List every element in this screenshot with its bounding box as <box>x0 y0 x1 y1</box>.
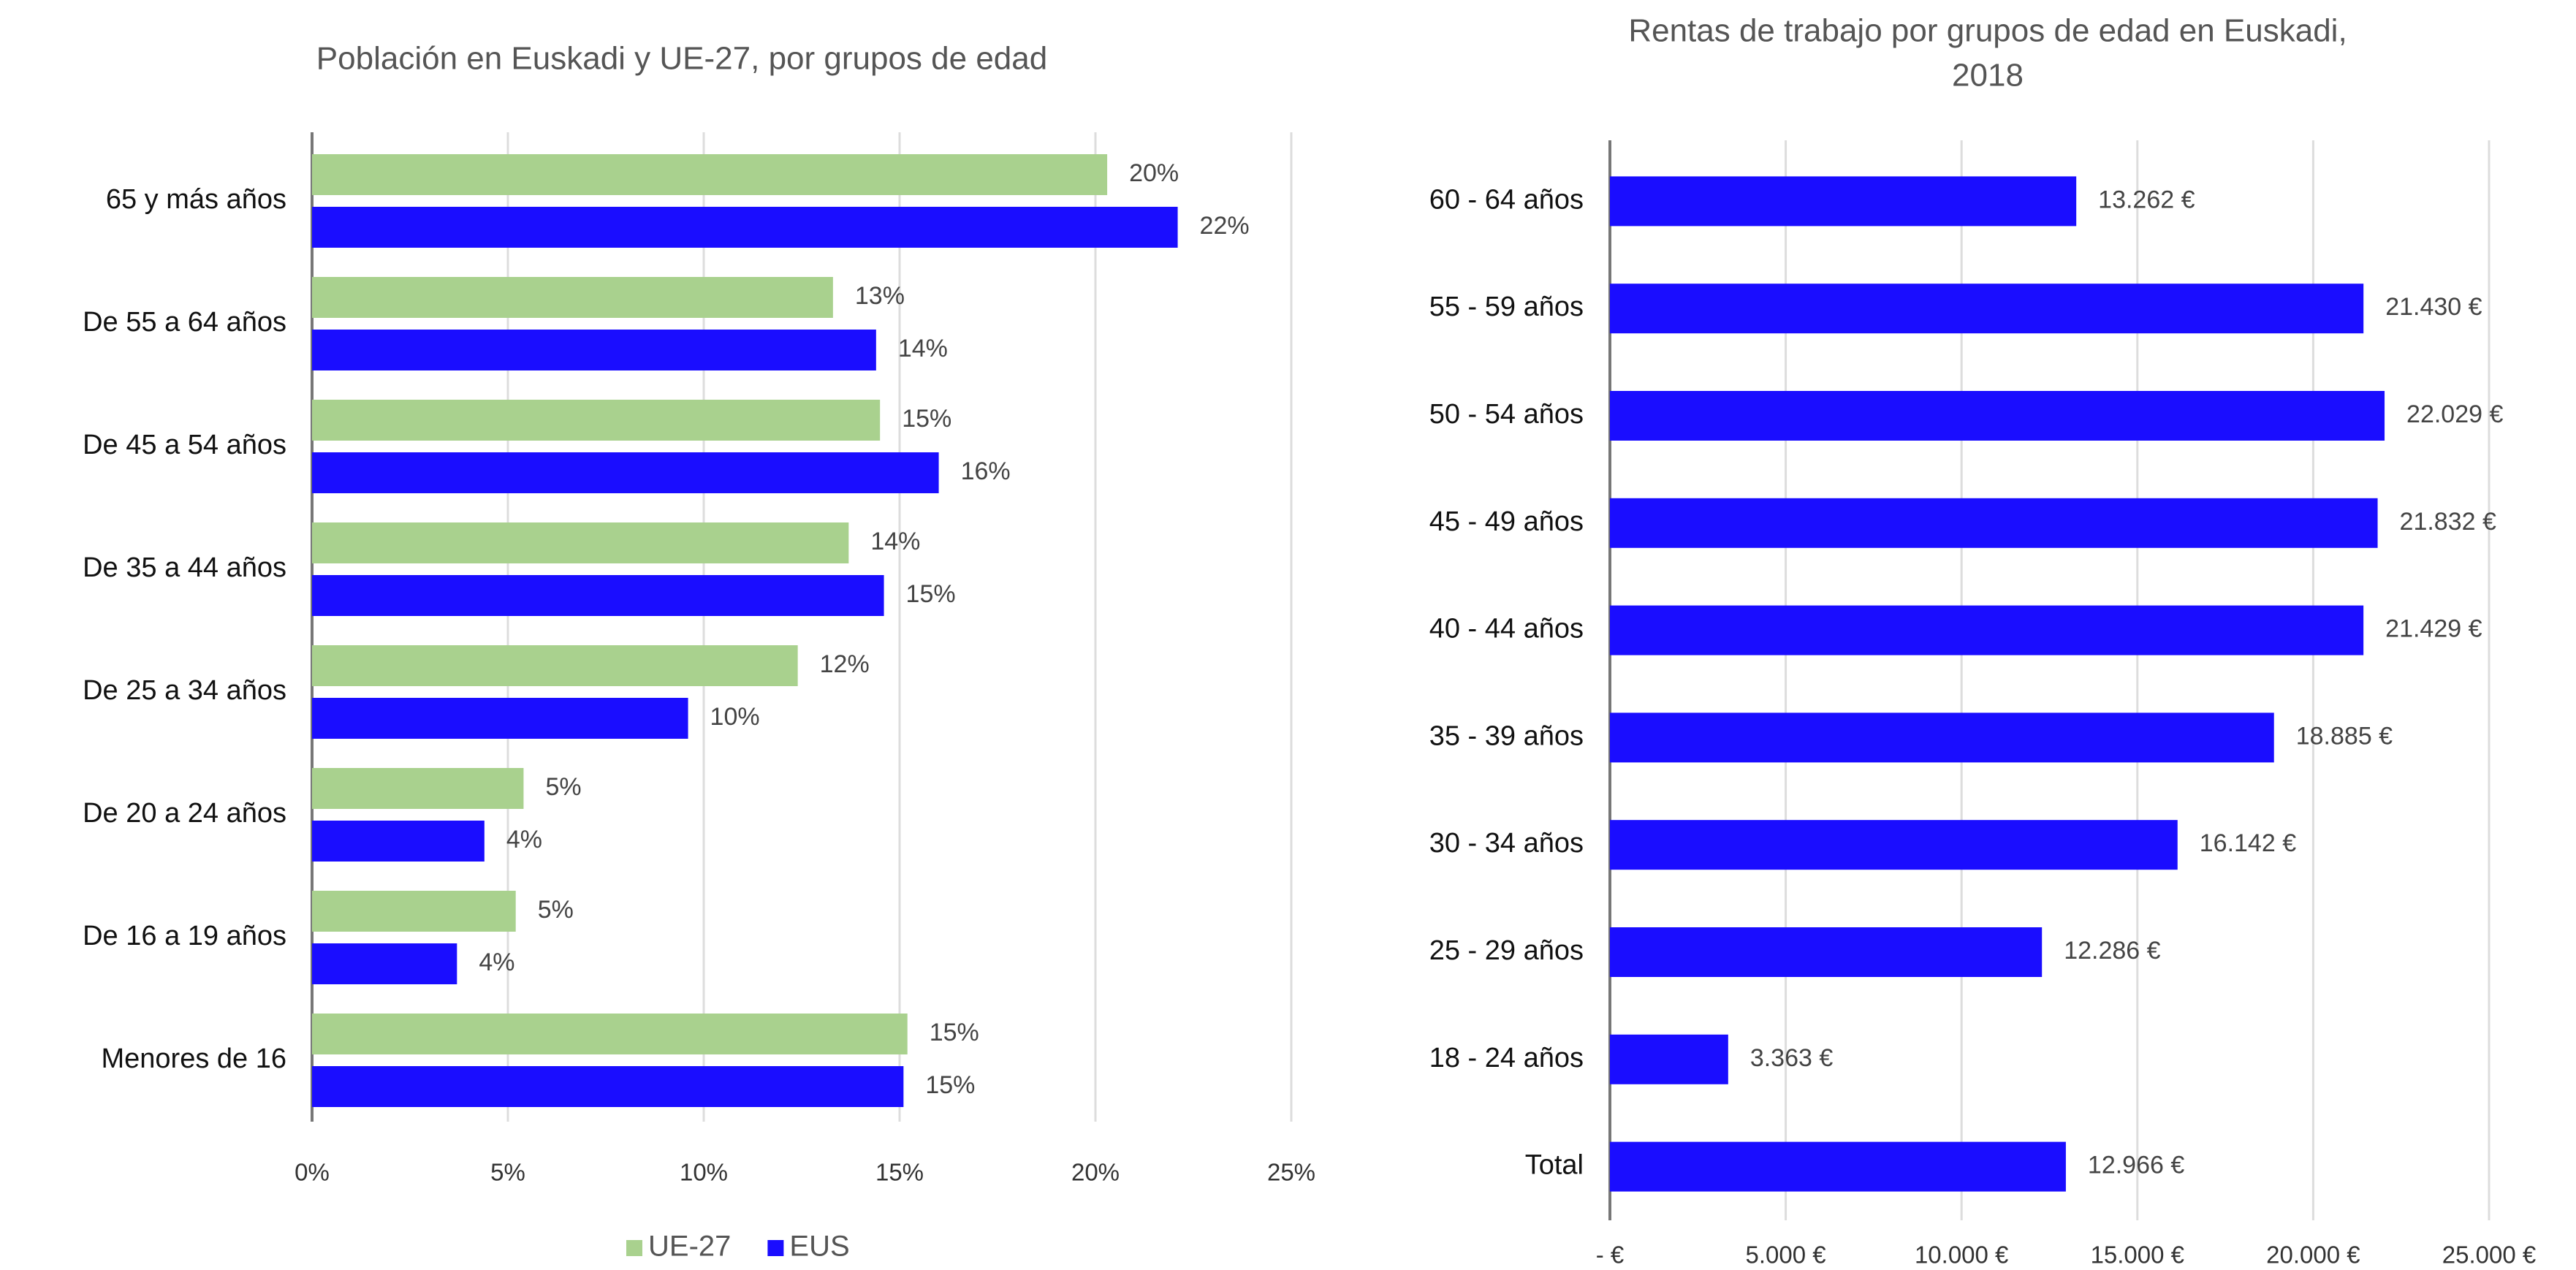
bar <box>312 154 1108 195</box>
bar <box>1610 712 2274 763</box>
bar <box>312 1066 904 1107</box>
data-label: 13% <box>855 282 905 310</box>
data-label: 16% <box>961 457 1011 485</box>
bar <box>312 277 833 318</box>
bar <box>1610 284 2364 334</box>
y-tick-label: De 45 a 54 años <box>83 430 286 460</box>
y-tick-label: 30 - 34 años <box>1429 828 1584 859</box>
data-label: 15% <box>925 1071 975 1099</box>
bar <box>1610 498 2378 548</box>
y-tick-label: De 35 a 44 años <box>83 552 286 583</box>
data-label: 4% <box>506 826 542 853</box>
y-tick-label: 18 - 24 años <box>1429 1043 1584 1073</box>
data-label: 12.966 € <box>2088 1152 2184 1179</box>
y-tick-label: 40 - 44 años <box>1429 614 1584 644</box>
x-tick-label: 25.000 € <box>2442 1242 2536 1269</box>
bar <box>312 645 798 686</box>
x-tick-label: 10.000 € <box>1915 1242 2008 1269</box>
y-tick-label: 50 - 54 años <box>1429 399 1584 430</box>
legend-label: EUS <box>789 1231 849 1263</box>
data-label: 22.029 € <box>2406 400 2503 428</box>
data-label: 16.142 € <box>2200 829 2296 857</box>
data-label: 14% <box>870 528 920 555</box>
x-tick-label: 0% <box>295 1159 330 1186</box>
x-tick-label: 15% <box>875 1159 924 1186</box>
data-label: 21.832 € <box>2400 508 2496 536</box>
data-label: 12.286 € <box>2064 937 2160 965</box>
bar <box>312 575 884 616</box>
chart-title: Rentas de trabajo por grupos de edad en … <box>1628 13 2347 49</box>
y-tick-label: 60 - 64 años <box>1429 184 1584 215</box>
y-tick-label: 65 y más años <box>106 184 286 215</box>
bar <box>1610 176 2077 227</box>
bar <box>1610 820 2178 870</box>
data-label: 20% <box>1129 159 1179 187</box>
chart-title: Población en Euskadi y UE-27, por grupos… <box>316 41 1047 77</box>
data-label: 22% <box>1200 212 1250 240</box>
data-label: 13.262 € <box>2098 186 2195 213</box>
data-label: 10% <box>710 703 760 731</box>
legend-swatch <box>767 1240 784 1256</box>
bar <box>1610 927 2043 977</box>
bar <box>312 698 688 739</box>
data-label: 12% <box>820 650 870 678</box>
data-label: 15% <box>902 405 951 433</box>
y-tick-label: Menores de 16 <box>102 1043 287 1074</box>
x-tick-label: 20% <box>1071 1159 1120 1186</box>
data-label: 5% <box>538 896 574 924</box>
y-tick-label: De 16 a 19 años <box>83 921 286 951</box>
y-tick-label: 45 - 49 años <box>1429 506 1584 537</box>
bar <box>312 522 849 563</box>
bar <box>1610 605 2364 655</box>
y-tick-label: Total <box>1525 1150 1584 1181</box>
x-tick-label: 10% <box>680 1159 728 1186</box>
bar <box>312 768 524 809</box>
data-label: 15% <box>906 580 956 608</box>
bar <box>312 400 881 441</box>
x-tick-label: 20.000 € <box>2266 1242 2360 1269</box>
bar <box>312 1014 908 1054</box>
x-tick-label: 5.000 € <box>1746 1242 1826 1269</box>
data-label: 3.363 € <box>1750 1044 1834 1072</box>
bar <box>1610 391 2385 441</box>
data-label: 21.429 € <box>2385 615 2482 643</box>
y-tick-label: De 20 a 24 años <box>83 798 286 829</box>
y-tick-label: De 25 a 34 años <box>83 675 286 706</box>
bar <box>312 452 939 493</box>
chart-title: 2018 <box>1952 58 2024 94</box>
x-tick-label: 25% <box>1267 1159 1315 1186</box>
y-tick-label: 25 - 29 años <box>1429 935 1584 966</box>
y-tick-label: 35 - 39 años <box>1429 720 1584 751</box>
y-tick-label: De 55 a 64 años <box>83 307 286 338</box>
data-label: 4% <box>479 948 514 976</box>
data-label: 14% <box>898 335 948 362</box>
bar <box>312 891 516 932</box>
bar <box>312 207 1178 248</box>
bar <box>312 943 457 984</box>
bar <box>312 821 485 862</box>
x-tick-label: 5% <box>490 1159 525 1186</box>
data-label: 18.885 € <box>2296 722 2393 750</box>
x-tick-label: 15.000 € <box>2091 1242 2184 1269</box>
x-tick-label: - € <box>1596 1242 1625 1269</box>
bar <box>1610 1034 1728 1084</box>
bar <box>312 330 876 370</box>
legend-swatch <box>626 1240 642 1256</box>
legend-label: UE-27 <box>648 1231 731 1263</box>
data-label: 21.430 € <box>2385 293 2482 321</box>
data-label: 5% <box>545 773 581 801</box>
y-tick-label: 55 - 59 años <box>1429 292 1584 322</box>
bar <box>1610 1141 2066 1192</box>
data-label: 15% <box>930 1019 979 1046</box>
